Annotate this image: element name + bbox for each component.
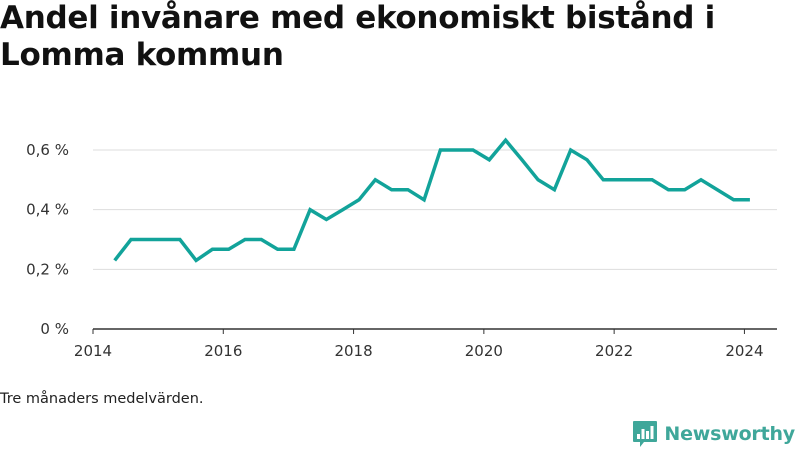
x-tick-label: 2020 xyxy=(465,342,503,360)
x-tick-label: 2016 xyxy=(204,342,242,360)
x-tick-label: 2024 xyxy=(725,342,763,360)
brand-logo[interactable]: Newsworthy xyxy=(632,419,795,449)
brand-name: Newsworthy xyxy=(664,423,795,445)
y-tick-label: 0,2 % xyxy=(26,260,69,278)
bar-chart-speech-bubble-icon xyxy=(633,421,658,447)
grid-lines xyxy=(93,149,777,270)
line-chart: 0 %0,2 %0,4 %0,6 % 2014 2016 2018 2020 2022 2… xyxy=(26,137,777,360)
y-axis-tick-labels: 0 % 0,2 % 0,4 % 0,6 % xyxy=(26,141,69,338)
x-tick-label: 2022 xyxy=(595,342,633,360)
y-tick-label: 0 % xyxy=(40,320,69,338)
chart-title: Andel invånare med ekonomiskt bistånd i … xyxy=(0,0,715,73)
x-tick-label: 2018 xyxy=(334,342,372,360)
x-tick-label: 2014 xyxy=(74,342,112,360)
series-line xyxy=(113,137,750,263)
x-axis-ticks: 2014 2016 2018 2020 2022 2024 xyxy=(74,329,764,360)
chart-caption: Tre månaders medelvärden. xyxy=(0,391,204,407)
y-tick-label: 0,6 % xyxy=(26,141,69,159)
y-tick-label: 0,4 % xyxy=(26,201,69,219)
